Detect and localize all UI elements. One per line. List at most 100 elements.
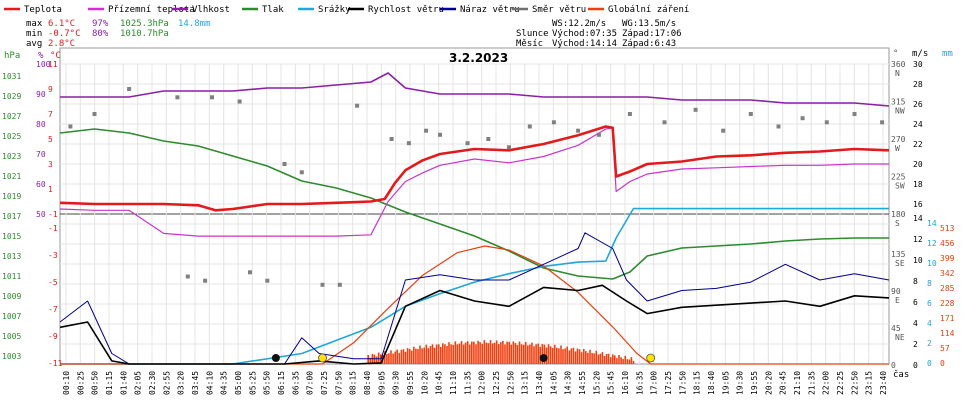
wind-direction-point — [68, 124, 73, 129]
ms-tick-label: 8 — [913, 277, 918, 286]
x-tick-label: 19:05 — [721, 371, 730, 395]
mm-tick-label: 10 — [927, 259, 937, 268]
radiation-bar — [593, 353, 595, 364]
radiation-bar — [516, 344, 519, 364]
radiation-bar — [531, 342, 533, 364]
moon-marker — [539, 354, 548, 362]
x-tick-label: 00:50 — [91, 371, 100, 395]
x-tick-label: 10:20 — [420, 371, 429, 395]
series-layer — [59, 72, 890, 365]
series-naraz-vetru — [59, 232, 890, 365]
legend-item-naraz-vetru: Náraz větru — [440, 5, 520, 15]
hpa-tick-label: 1005 — [2, 332, 21, 341]
x-tick-label: 14:05 — [549, 371, 558, 395]
radiation-bar — [574, 351, 577, 364]
legend-item-tlak: Tlak — [242, 5, 284, 15]
temp-tick-label: 9 — [48, 85, 53, 94]
radiation-bar — [510, 344, 512, 364]
wm2-tick-label: 171 — [940, 314, 955, 323]
wind-direction-point — [880, 120, 885, 125]
radiation-bar — [628, 359, 631, 364]
radiation-bar — [402, 349, 405, 364]
radiation-bar — [529, 344, 531, 364]
x-tick-label: 02:55 — [162, 371, 171, 395]
dir-tick-name: NW — [895, 107, 905, 116]
radiation-bar — [485, 342, 488, 364]
series-tlak — [59, 128, 889, 280]
radiation-bar — [392, 353, 394, 364]
radiation-bar — [384, 351, 386, 364]
radiation-bar — [524, 341, 527, 364]
radiation-bar — [632, 360, 635, 364]
mm-tick-label: 0 — [927, 359, 932, 368]
series-srazky — [60, 207, 889, 365]
legend-label: Teplota — [24, 5, 62, 15]
wind-direction-point — [175, 95, 180, 100]
radiation-bar — [568, 350, 571, 364]
radiation-bar — [491, 343, 494, 364]
x-tick-label: 00:25 — [76, 371, 85, 395]
wind-direction-point — [210, 95, 214, 100]
legend-item-teplota: Teplota — [4, 5, 62, 15]
wind-direction-point — [662, 120, 667, 125]
dir-tick-label: 90 — [891, 287, 901, 296]
radiation-bar — [421, 348, 423, 364]
ms-tick-label: 6 — [913, 298, 918, 307]
radiation-bar — [603, 356, 606, 364]
hpa-tick-label: 1015 — [2, 232, 21, 241]
ms-tick-label: 4 — [913, 319, 918, 328]
wm2-tick-label: 456 — [940, 239, 955, 248]
sun-marker — [318, 353, 327, 363]
legend-label: Přízemní teplota — [108, 5, 195, 15]
radiation-bar — [583, 349, 585, 364]
radiation-bar — [508, 341, 510, 364]
ms-tick-label: 28 — [913, 80, 923, 89]
wm2-tick-label: 228 — [940, 299, 955, 308]
x-tick-label: 15:45 — [607, 371, 616, 395]
radiation-bar — [369, 357, 372, 364]
wind-direction-point — [406, 141, 411, 146]
axes-ticks: 00:10 00:25 00:50 01:15 01:40 02:05 02:30 02:55… — [2, 60, 955, 395]
wind-direction-point — [203, 278, 208, 283]
wind-direction-point — [800, 116, 805, 121]
ms-tick-label: 12 — [913, 235, 923, 244]
x-tick-label: 06:15 — [277, 371, 286, 395]
radiation-bar — [620, 357, 622, 364]
temp-tick-label: -1 — [48, 210, 58, 219]
mm-tick-label: 4 — [927, 319, 932, 328]
radiation-bar — [404, 351, 407, 364]
wind-direction-point — [693, 107, 698, 112]
radiation-bar — [570, 348, 573, 364]
hpa-tick-label: 1027 — [2, 112, 21, 121]
radiation-bar — [553, 344, 556, 364]
legend-label: Rychlost větru — [368, 5, 444, 15]
stats-block: max 6.1°C 97% 1025.3hPa 14.8mm min -0.7°… — [26, 19, 211, 49]
x-tick-label: 17:25 — [664, 371, 673, 395]
wind-direction-point — [527, 124, 532, 129]
series-rychlost-vetru — [59, 284, 890, 365]
wind-direction-point — [320, 282, 325, 287]
temp-tick-label: -3 — [48, 251, 58, 260]
radiation-bar — [560, 345, 562, 364]
wm2-tick-label: 57 — [940, 344, 950, 353]
x-tick-label: 12:25 — [492, 371, 501, 395]
radiation-bar — [442, 343, 444, 364]
ms-tick-label: 26 — [913, 100, 923, 109]
radiation-bar — [394, 351, 396, 364]
stat-avg-label: avg — [26, 39, 42, 49]
x-tick-label: 22:00 — [822, 371, 831, 395]
wind-direction-point — [776, 124, 781, 129]
radiation-bar — [599, 353, 602, 364]
wind-direction-point — [486, 137, 491, 141]
mm-tick-label: 12 — [927, 239, 937, 248]
radiation-bar — [456, 344, 459, 364]
series-vlhkost — [60, 72, 890, 107]
hpa-tick-label: 1009 — [2, 292, 21, 301]
radiation-bar — [386, 354, 388, 364]
radiation-bar — [580, 352, 583, 364]
radiation-bar — [591, 352, 593, 364]
radiation-bar — [551, 348, 554, 364]
x-tick-label: 05:00 — [234, 371, 243, 395]
ms-tick-label: 0 — [913, 361, 918, 370]
